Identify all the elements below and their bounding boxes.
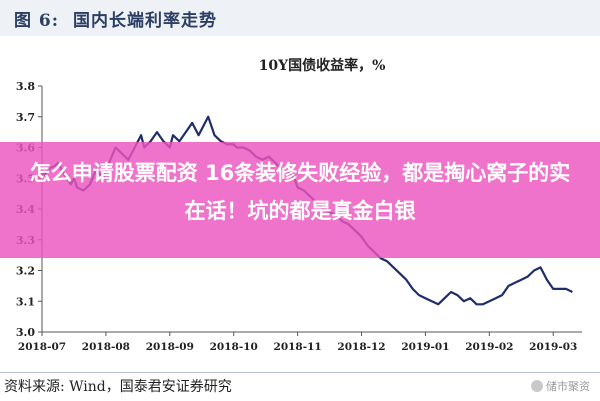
figure-title-bar: 图 6: 国内长端利率走势 xyxy=(0,0,600,36)
y-tick-label: 3.0 xyxy=(16,326,35,339)
y-tick-label: 3.2 xyxy=(16,265,35,278)
figure-title-text: 国内长端利率走势 xyxy=(73,11,218,31)
x-tick-label: 2018-08 xyxy=(82,341,130,353)
y-tick-label: 3.7 xyxy=(16,111,35,124)
x-tick-label: 2018-10 xyxy=(210,341,258,353)
y-tick-label: 3.8 xyxy=(16,80,35,93)
source-bar: 资料来源: Wind，国泰君安证券研究 储市聚资 xyxy=(0,372,600,401)
x-tick-label: 2019-03 xyxy=(529,341,577,353)
y-tick-label: 3.1 xyxy=(16,295,35,308)
x-tick-label: 2019-01 xyxy=(401,341,449,353)
x-tick-label: 2018-11 xyxy=(274,341,322,353)
chart-title: 10Y国债收益率，% xyxy=(259,57,386,74)
figure-label: 图 6: xyxy=(14,11,60,31)
source-note: 资料来源: Wind，国泰君安证券研究 xyxy=(4,379,232,395)
x-tick-label: 2018-12 xyxy=(337,341,385,353)
watermark-logo-icon xyxy=(531,380,543,392)
promo-overlay-text[interactable]: 怎么申请股票配资 16条装修失败经验，都是掏心窝子的实在话！坑的都是真金白银 xyxy=(29,161,571,223)
x-tick-label: 2018-07 xyxy=(18,341,66,353)
x-tick-label: 2019-02 xyxy=(465,341,513,353)
watermark-text: 储市聚资 xyxy=(546,380,590,393)
x-tick-label: 2018-09 xyxy=(146,341,194,353)
watermark: 储市聚资 xyxy=(531,378,590,394)
promo-overlay-banner[interactable]: 怎么申请股票配资 16条装修失败经验，都是掏心窝子的实在话！坑的都是真金白银 xyxy=(0,142,600,258)
figure-title: 图 6: 国内长端利率走势 xyxy=(14,6,217,31)
